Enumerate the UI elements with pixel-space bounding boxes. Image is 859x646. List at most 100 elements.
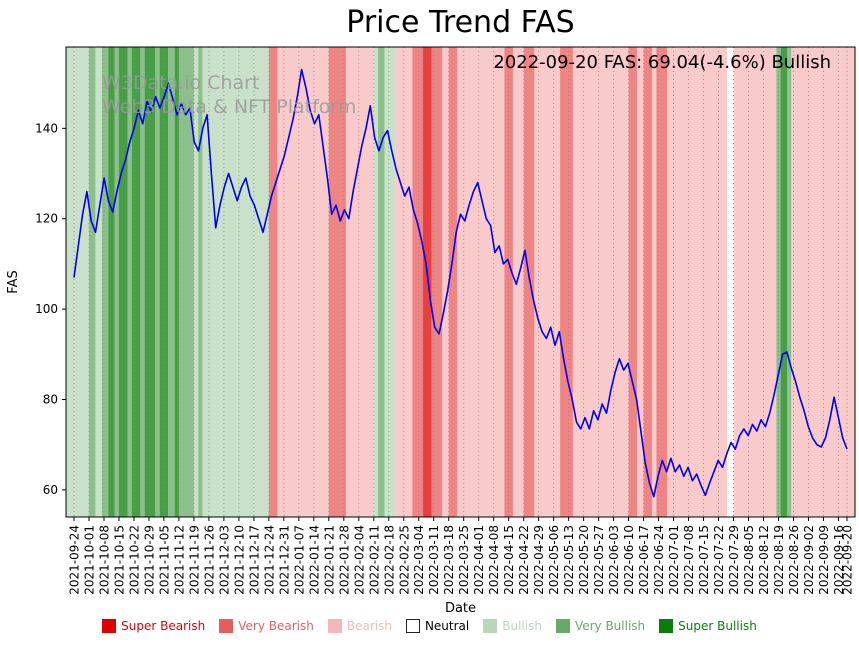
sentiment-band-bullish	[193, 47, 199, 517]
sentiment-band-very_bearish	[560, 47, 573, 517]
sentiment-band-very_bearish	[268, 47, 278, 517]
legend-swatch-very_bearish	[219, 619, 234, 633]
x-tick-label: 2022-04-01	[472, 525, 486, 595]
x-tick-label: 2022-06-03	[607, 525, 621, 595]
sentiment-band-very_bearish	[448, 47, 458, 517]
sentiment-band-super_bullish	[159, 47, 169, 517]
y-tick-label: 120	[35, 212, 58, 226]
sentiment-band-very_bullish	[378, 47, 385, 517]
legend-item-neutral: Neutral	[405, 619, 469, 633]
x-tick-label: 2021-10-01	[82, 525, 96, 595]
sentiment-band-bearish	[791, 47, 855, 517]
x-axis-label: Date	[445, 601, 476, 616]
watermark: W3Data.io Chart Web3 Data & NFT Platform	[102, 72, 356, 120]
sentiment-band-very_bullish	[88, 47, 96, 517]
sentiment-band-super_bearish	[423, 47, 432, 517]
y-tick-label: 80	[43, 393, 58, 407]
plot-frame	[65, 46, 856, 518]
x-tick-label: 2021-12-24	[262, 525, 276, 595]
y-tick-label: 140	[35, 121, 58, 135]
legend-label: Very Bullish	[574, 619, 646, 633]
x-tick-label: 2021-12-03	[217, 525, 231, 595]
sentiment-band-neutral	[727, 47, 734, 517]
sentiment-band-bearish	[637, 47, 644, 517]
x-tick-label: 2022-01-21	[322, 525, 336, 595]
legend-item-super_bearish: Super Bearish	[102, 619, 205, 633]
x-tick-label: 2022-08-19	[772, 525, 786, 595]
x-tick-label: 2022-06-10	[622, 525, 636, 595]
x-tick-label: 2022-05-20	[577, 525, 591, 595]
legend-item-very_bearish: Very Bearish	[219, 619, 314, 633]
sentiment-band-very_bearish	[628, 47, 638, 517]
sentiment-band-very_bullish	[787, 47, 792, 517]
sentiment-band-very_bullish	[155, 47, 160, 517]
latest-value-annotation: 2022-09-20 FAS: 69.04(-4.6%) Bullish	[493, 52, 831, 73]
x-tick-label: 2022-06-24	[652, 525, 666, 595]
x-tick-label: 2022-08-26	[787, 525, 801, 595]
sentiment-legend: Super Bearish Very Bearish Bearish Neutral B…	[0, 619, 859, 633]
sentiment-band-very_bullish	[127, 47, 132, 517]
legend-swatch-bullish	[483, 619, 498, 633]
x-tick-label: 2022-05-27	[592, 525, 606, 595]
sentiment-band-super_bullish	[780, 47, 788, 517]
sentiment-band-bearish	[733, 47, 777, 517]
x-tick-label: 2021-12-31	[277, 525, 291, 595]
sentiment-band-bearish	[442, 47, 449, 517]
x-tick-label: 2022-07-29	[727, 525, 741, 595]
fas-price-line	[73, 68, 848, 498]
sentiment-band-bearish	[667, 47, 728, 517]
x-tick-label: 2022-04-15	[502, 525, 516, 595]
x-tick-label: 2022-07-01	[667, 525, 681, 595]
legend-swatch-neutral	[405, 619, 420, 633]
legend-item-super_bullish: Super Bullish	[659, 619, 757, 633]
x-tick-label: 2022-09-09	[817, 525, 831, 595]
x-tick-label: 2021-12-17	[247, 525, 261, 595]
sentiment-band-bearish	[345, 47, 374, 517]
x-tick-label: 2022-03-18	[442, 525, 456, 595]
x-tick-label: 2022-02-04	[352, 525, 366, 595]
x-tick-label: 2022-04-29	[532, 525, 546, 595]
x-tick-label: 2022-02-25	[397, 525, 411, 595]
x-tick-label: 2022-04-08	[487, 525, 501, 595]
legend-swatch-super_bearish	[102, 619, 117, 633]
page-title: Price Trend FAS	[346, 5, 575, 40]
legend-swatch-very_bullish	[555, 619, 570, 633]
x-tick-label: 2022-07-15	[697, 525, 711, 595]
x-tick-label: 2021-10-29	[142, 525, 156, 595]
legend-label: Super Bearish	[121, 619, 206, 633]
sentiment-band-bullish	[66, 47, 89, 517]
legend-label: Very Bearish	[238, 619, 314, 633]
x-tick-label: 2022-03-11	[427, 525, 441, 595]
legend-swatch-super_bullish	[659, 619, 674, 633]
x-tick-label: 2021-09-24	[68, 525, 82, 595]
x-tick-label: 2022-07-22	[712, 525, 726, 595]
x-tick-label: 2021-10-22	[127, 525, 141, 595]
sentiment-band-super_bullish	[174, 47, 179, 517]
x-tick-label: 2022-09-02	[802, 525, 816, 595]
sentiment-band-bearish	[534, 47, 561, 517]
sentiment-band-very_bullish	[114, 47, 119, 517]
x-tick-label: 2022-01-07	[292, 525, 306, 595]
x-tick-label: 2021-11-26	[202, 525, 216, 595]
x-tick-label: 2022-07-08	[682, 525, 696, 595]
x-tick-label: 2022-05-13	[562, 525, 576, 595]
x-tick-label: 2022-05-06	[547, 525, 561, 595]
x-tick-label: 2021-12-10	[232, 525, 246, 595]
sentiment-band-very_bullish	[101, 47, 109, 517]
watermark-line2: Web3 Data & NFT Platform	[102, 95, 357, 118]
sentiment-band-very_bearish	[412, 47, 424, 517]
sentiment-band-bearish	[457, 47, 505, 517]
sentiment-band-very_bearish	[504, 47, 513, 517]
legend-item-very_bullish: Very Bullish	[555, 619, 646, 633]
legend-label: Super Bullish	[678, 619, 757, 633]
sentiment-band-bullish	[384, 47, 396, 517]
x-tick-label: 2022-02-18	[382, 525, 396, 595]
x-tick-label: 2021-11-12	[172, 525, 186, 595]
sentiment-band-bearish	[512, 47, 524, 517]
sentiment-band-bearish	[572, 47, 629, 517]
x-tick-label: 2021-10-15	[112, 525, 126, 595]
legend-item-bullish: Bullish	[483, 619, 542, 633]
legend-item-bearish: Bearish	[327, 619, 392, 633]
